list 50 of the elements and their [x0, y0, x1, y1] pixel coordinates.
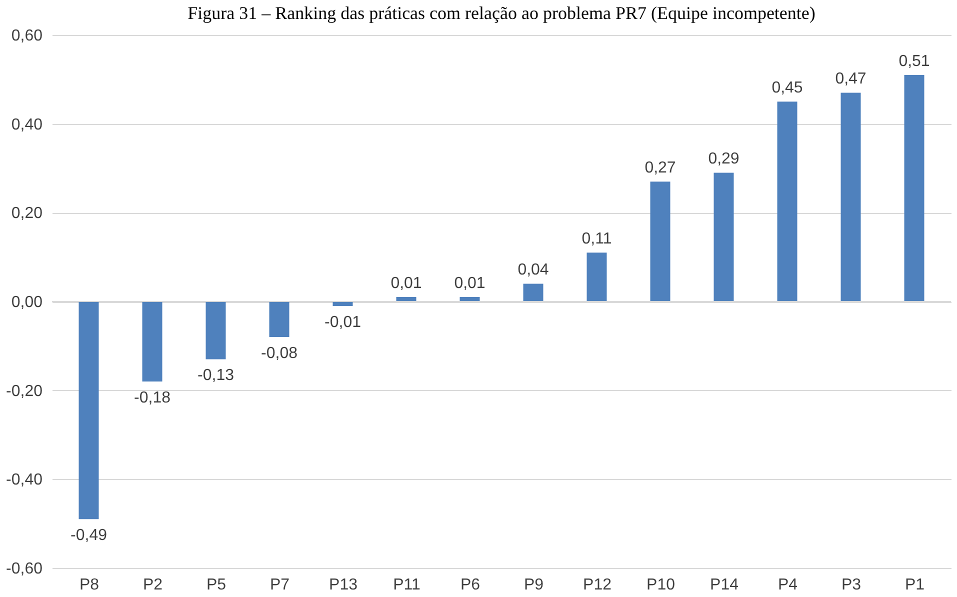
data-label: 0,01	[390, 275, 422, 292]
data-label: 0,47	[835, 70, 866, 88]
bar	[650, 182, 670, 302]
y-tick-label: -0,40	[6, 472, 43, 489]
data-label: 0,04	[518, 262, 549, 279]
x-tick-label: P12	[583, 576, 612, 594]
data-label: 0,11	[582, 230, 612, 248]
x-tick-label: P9	[524, 576, 544, 594]
x-tick-label: P3	[841, 576, 862, 594]
x-tick-label: P11	[393, 576, 420, 594]
y-tick-label: -0,60	[6, 560, 43, 578]
data-label: 0,51	[898, 52, 930, 70]
bar	[332, 302, 353, 306]
data-label: 0,45	[772, 80, 803, 97]
data-label: 0,27	[644, 160, 676, 177]
chart-title: Figura 31 – Ranking das práticas com relação ao problema PR7 (Equipe incompetente)	[188, 3, 816, 23]
x-tick-label: P8	[79, 576, 100, 594]
x-tick-label: P7	[270, 576, 290, 594]
bar	[206, 302, 226, 360]
x-tick-label: P4	[778, 576, 798, 594]
data-label: 0,29	[708, 150, 740, 168]
bar	[523, 284, 544, 302]
x-tick-label: P2	[142, 576, 163, 594]
bar	[460, 297, 480, 302]
x-tick-label: P13	[329, 576, 358, 594]
data-label: 0,01	[454, 275, 486, 292]
y-tick-label: -0,20	[6, 382, 43, 400]
bar	[840, 92, 861, 302]
bar	[142, 302, 162, 382]
data-label: -0,18	[134, 389, 171, 406]
y-tick-label: 0,60	[11, 28, 43, 44]
data-label: -0,49	[70, 527, 108, 544]
bar	[904, 74, 924, 302]
x-tick-label: P5	[206, 576, 226, 594]
y-tick-label: 0,40	[11, 116, 43, 134]
bar	[396, 297, 416, 302]
bar	[586, 252, 607, 302]
data-label: -0,08	[261, 345, 298, 362]
y-tick-label: 0,20	[11, 205, 43, 222]
x-tick-label: P6	[460, 576, 480, 594]
y-tick-label: 0,00	[11, 294, 43, 311]
x-tick-label: P10	[646, 576, 676, 594]
data-label: -0,13	[198, 367, 234, 384]
bar	[269, 302, 290, 338]
bar	[714, 172, 734, 302]
bar	[777, 102, 798, 302]
data-label: -0,01	[324, 314, 362, 331]
x-tick-label: P1	[904, 576, 925, 594]
x-tick-label: P14	[710, 576, 739, 594]
bar	[78, 302, 99, 520]
